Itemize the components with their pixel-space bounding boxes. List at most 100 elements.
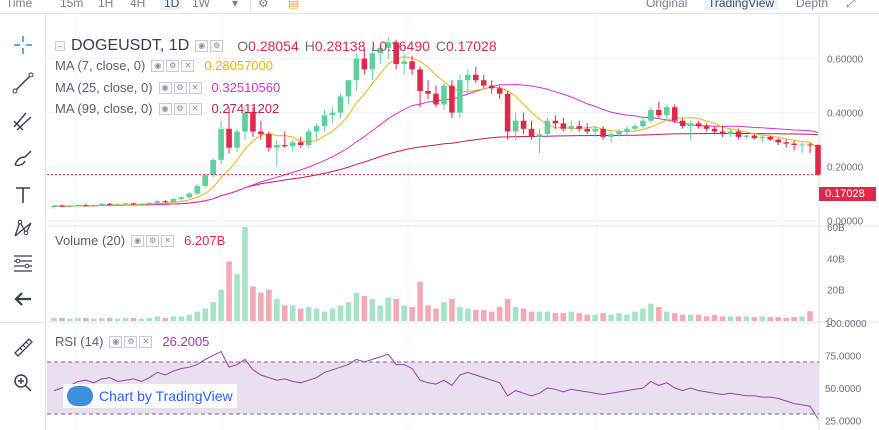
legend-buttons: ◉ ⚙: [195, 40, 225, 52]
text-icon[interactable]: [8, 180, 38, 210]
volume-bar: [329, 308, 336, 321]
candle-body: [178, 197, 185, 199]
close-icon[interactable]: ✕: [139, 335, 153, 348]
candle-body: [274, 145, 280, 148]
candle-body: [687, 123, 694, 127]
candle-body: [130, 203, 137, 205]
brush-icon[interactable]: [8, 144, 38, 174]
volume-bar: [353, 292, 360, 321]
notes-icon[interactable]: ▤: [288, 0, 300, 10]
candle-body: [743, 135, 750, 137]
pattern-icon[interactable]: [8, 214, 38, 244]
rsi-tick-label: 100.0000: [825, 319, 867, 330]
volume-bar: [258, 292, 264, 321]
interval-1w[interactable]: 1W: [192, 0, 210, 10]
candle-body: [297, 142, 304, 145]
volume-bar: [759, 316, 766, 321]
close-icon[interactable]: ✕: [181, 59, 195, 72]
trendline-icon[interactable]: [8, 68, 38, 98]
volume-bar: [409, 306, 415, 321]
eye-icon[interactable]: ◉: [195, 40, 209, 52]
fib-icon[interactable]: [8, 248, 38, 278]
eye-icon[interactable]: ◉: [109, 335, 123, 348]
view-tradingview[interactable]: TradingView: [704, 0, 779, 10]
candle-body: [703, 126, 710, 129]
volume-bar: [799, 316, 805, 321]
volume-bar: [122, 317, 129, 321]
volume-bar: [250, 286, 256, 321]
zoom-icon[interactable]: [8, 368, 38, 398]
interval-1d[interactable]: 1D: [160, 0, 184, 10]
candle-body: [106, 203, 113, 205]
tradingview-watermark[interactable]: Chart by TradingView: [63, 384, 237, 408]
interval-15m[interactable]: 15m: [60, 0, 84, 10]
ruler-icon[interactable]: [8, 332, 38, 362]
volume-bar: [807, 311, 813, 321]
candle-body: [51, 205, 57, 208]
low-value: 0.16490: [379, 38, 430, 54]
back-arrow-icon[interactable]: [8, 284, 38, 314]
volume-bar: [457, 306, 463, 321]
candle-body: [321, 115, 328, 127]
gear-icon[interactable]: ⚙: [173, 81, 187, 94]
volume-bar: [154, 316, 161, 321]
close-icon[interactable]: ✕: [188, 102, 202, 115]
eye-icon[interactable]: ◉: [131, 234, 145, 247]
collapse-icon[interactable]: –: [55, 41, 65, 51]
volume-bar: [281, 305, 288, 321]
candle-body: [640, 120, 646, 127]
volume-bar: [488, 311, 495, 321]
volume-bar: [775, 317, 782, 321]
candle-body: [377, 47, 384, 54]
volume-bar: [671, 313, 678, 321]
volume-bar: [313, 308, 320, 321]
candle-body: [83, 205, 89, 207]
close-icon[interactable]: ✕: [188, 81, 202, 94]
rsi-label: RSI (14): [55, 334, 104, 349]
chart-canvas[interactable]: 0.00000 0.20000 0.40000 0.60000 0 20B 40B 60B 25…: [47, 15, 879, 430]
view-original[interactable]: Original: [646, 0, 688, 10]
chevron-down-icon[interactable]: ▾: [232, 0, 239, 10]
volume-label: Volume (20): [55, 233, 126, 248]
candle-body: [218, 128, 224, 160]
fullscreen-icon[interactable]: ⤢: [846, 0, 856, 10]
candle-body: [162, 201, 169, 203]
candle-body: [385, 42, 392, 48]
gear-icon[interactable]: ⚙: [124, 335, 138, 348]
volume-bar: [520, 308, 527, 321]
candle-body: [711, 128, 718, 132]
candle-body: [266, 134, 272, 148]
pitchfork-icon[interactable]: [8, 106, 38, 136]
gear-icon[interactable]: ⚙: [166, 59, 180, 72]
gear-icon[interactable]: ⚙: [210, 40, 224, 52]
volume-bar: [783, 317, 789, 321]
volume-bar: [170, 316, 177, 321]
candle-body: [664, 107, 670, 116]
candle-body: [329, 112, 336, 116]
close-icon[interactable]: ✕: [161, 234, 175, 247]
eye-icon[interactable]: ◉: [158, 81, 172, 94]
candle-body: [592, 128, 598, 132]
chart-area[interactable]: 0.00000 0.20000 0.40000 0.60000 0 20B 40B 60B 25…: [47, 15, 879, 430]
candle-body: [433, 93, 439, 105]
settings-sliders-icon[interactable]: ⚙: [258, 0, 269, 10]
gear-icon[interactable]: ⚙: [173, 102, 187, 115]
volume-bar: [83, 317, 89, 321]
eye-icon[interactable]: ◉: [158, 102, 172, 115]
tradingview-logo-icon: [67, 386, 93, 406]
gear-icon[interactable]: ⚙: [146, 234, 160, 247]
interval-4h[interactable]: 4H: [130, 0, 146, 10]
candle-body: [656, 109, 662, 116]
eye-icon[interactable]: ◉: [151, 59, 165, 72]
volume-bar: [385, 297, 392, 321]
interval-time[interactable]: Time: [6, 0, 33, 10]
interval-1h[interactable]: 1H: [98, 0, 114, 10]
view-depth[interactable]: Depth: [796, 0, 829, 10]
volume-bar: [194, 311, 201, 321]
candle-body: [337, 96, 344, 113]
volume-bar: [656, 306, 662, 321]
crosshair-icon[interactable]: [8, 30, 38, 60]
volume-bar: [496, 306, 503, 321]
candle-body: [194, 186, 201, 194]
volume-bar: [234, 274, 240, 321]
